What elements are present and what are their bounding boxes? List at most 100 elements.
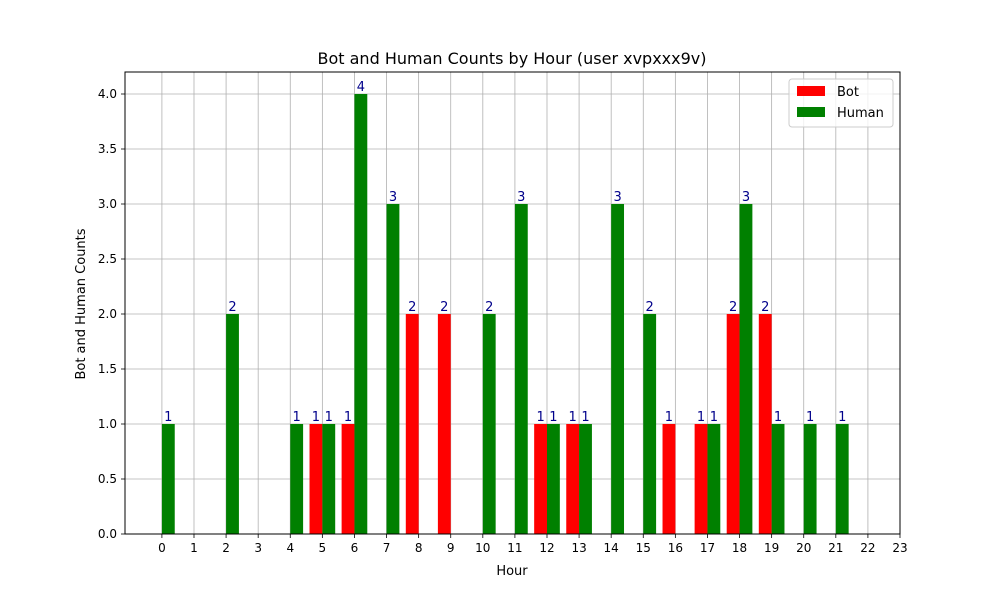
human-bar (835, 424, 849, 534)
x-axis-label: Hour (496, 564, 528, 579)
human-bar-label: 1 (838, 410, 846, 425)
bot-bar-label: 1 (536, 410, 544, 425)
human-bar (803, 424, 817, 534)
bot-bar-label: 1 (569, 410, 577, 425)
human-bar-label: 2 (228, 300, 236, 315)
human-bar-label: 3 (389, 190, 397, 205)
bot-bar (341, 424, 355, 534)
y-tick-label: 2.0 (98, 307, 117, 321)
human-bar-label: 2 (485, 300, 493, 315)
bot-legend-label: Bot (837, 85, 859, 100)
x-tick-label: 15 (636, 541, 651, 555)
bot-legend-swatch (797, 86, 825, 96)
bot-bar (405, 314, 419, 534)
x-tick-label: 6 (351, 541, 359, 555)
bot-bar (534, 424, 547, 534)
x-tick-label: 9 (447, 541, 455, 555)
bot-bar (726, 314, 740, 534)
bot-bar-label: 1 (344, 410, 352, 425)
bot-bar (758, 314, 772, 534)
bot-bar-label: 2 (408, 300, 416, 315)
human-bar-label: 3 (517, 190, 525, 205)
y-tick-label: 1.0 (98, 417, 117, 431)
human-bar-label: 2 (646, 300, 654, 315)
x-tick-label: 18 (732, 541, 747, 555)
bot-bar (566, 424, 580, 534)
x-tick-label: 0 (158, 541, 166, 555)
human-bar-label: 1 (806, 410, 814, 425)
human-bar-label: 3 (613, 190, 621, 205)
y-tick-label: 0.0 (98, 527, 117, 541)
human-legend-swatch (797, 107, 825, 117)
human-bar (226, 314, 239, 534)
bot-bar (437, 314, 451, 534)
human-bar (290, 424, 304, 534)
bot-bar-label: 2 (440, 300, 448, 315)
human-bar (643, 314, 657, 534)
human-bar-label: 1 (325, 410, 333, 425)
chart-title: Bot and Human Counts by Hour (user xvpxx… (318, 49, 707, 68)
human-bar (771, 424, 785, 534)
bot-bar (309, 424, 323, 534)
x-tick-label: 16 (668, 541, 683, 555)
x-tick-label: 22 (860, 541, 875, 555)
human-bar (482, 314, 496, 534)
bot-bar-label: 1 (312, 410, 320, 425)
x-tick-label: 7 (383, 541, 391, 555)
x-tick-label: 3 (254, 541, 262, 555)
x-tick-label: 13 (571, 541, 586, 555)
human-legend-label: Human (837, 106, 884, 121)
y-tick-label: 1.5 (98, 362, 117, 376)
x-tick-label: 8 (415, 541, 423, 555)
human-bar (514, 204, 528, 534)
human-bar (611, 204, 625, 534)
human-bar (322, 424, 336, 534)
human-bar-label: 3 (742, 190, 750, 205)
x-tick-label: 12 (539, 541, 554, 555)
bars (161, 94, 849, 534)
x-tick-label: 11 (507, 541, 522, 555)
human-bar-label: 1 (164, 410, 172, 425)
x-tick-label: 21 (828, 541, 843, 555)
bot-bar (694, 424, 708, 534)
y-tick-label: 2.5 (98, 252, 117, 266)
x-tick-label: 4 (286, 541, 294, 555)
x-tick-label: 17 (700, 541, 715, 555)
x-tick-label: 19 (764, 541, 779, 555)
x-tick-label: 1 (190, 541, 198, 555)
bot-bar (662, 424, 676, 534)
x-tick-label: 5 (319, 541, 327, 555)
x-tick-label: 14 (604, 541, 619, 555)
human-bar-label: 4 (357, 80, 365, 95)
x-tick-label: 10 (475, 541, 490, 555)
bot-bar-label: 2 (729, 300, 737, 315)
human-bar (739, 204, 753, 534)
y-tick-label: 0.5 (98, 472, 117, 486)
legend: Bot Human (788, 78, 894, 128)
human-bar-label: 1 (549, 410, 557, 425)
y-tick-label: 3.0 (98, 197, 117, 211)
human-bar (161, 424, 175, 534)
x-tick-label: 23 (892, 541, 907, 555)
plot-frame (124, 71, 901, 535)
human-bar (386, 204, 400, 534)
human-bar-label: 1 (710, 410, 718, 425)
human-bar-label: 1 (774, 410, 782, 425)
y-tick-label: 3.5 (98, 142, 117, 156)
bot-bar-label: 1 (665, 410, 673, 425)
x-tick-label: 20 (796, 541, 811, 555)
human-bar (579, 424, 592, 534)
x-tick-label: 2 (222, 541, 230, 555)
human-bar (546, 424, 560, 534)
ticks: 0 1 2 3 4 5 6 7 8 9 10 11 12 13 14 15 16 17 18 19 20 21 22 230.… (98, 87, 908, 555)
y-tick-label: 4.0 (98, 87, 117, 101)
human-bar-label: 1 (293, 410, 301, 425)
human-bar-label: 1 (581, 410, 589, 425)
human-bar (354, 94, 368, 534)
y-axis-label: Bot and Human Counts (74, 228, 89, 379)
human-bar (707, 424, 721, 534)
bot-bar-label: 1 (697, 410, 705, 425)
bot-bar-label: 2 (761, 300, 769, 315)
